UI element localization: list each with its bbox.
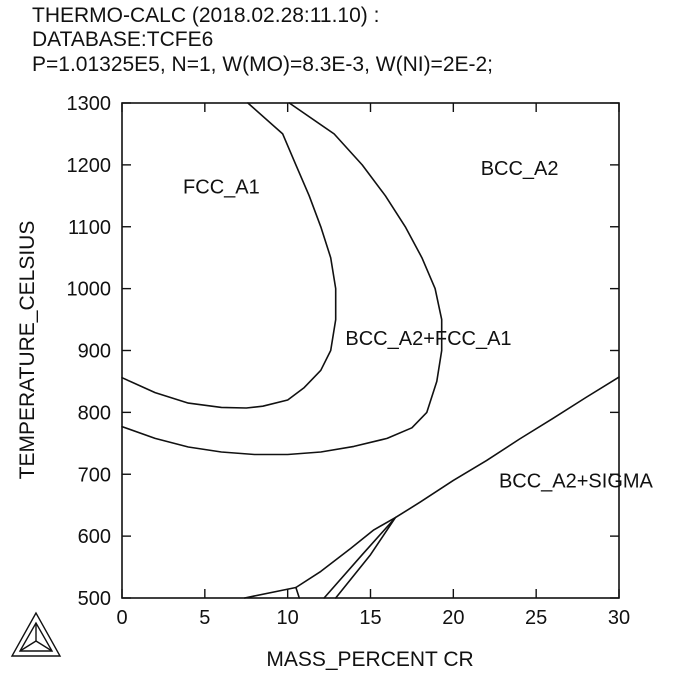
axis-ticks: 0 5 10 15 20 25 30 500 600 700 800 900 1000 1100 1200 1…: [67, 93, 631, 629]
phase-boundary-line-2: [121, 102, 443, 456]
phase-boundary-line-5: [323, 516, 397, 599]
x-tick-label: 15: [359, 607, 381, 629]
x-tick-label: 0: [116, 607, 127, 629]
y-tick-label: 1300: [67, 93, 112, 115]
phase-region-labels: FCC_A1 BCC_A2 BCC_A2+FCC_A1 BCC_A2+SIGMA: [183, 158, 654, 492]
header-line-2: DATABASE:TCFE6: [32, 28, 213, 51]
phase-boundary-line-4: [295, 586, 301, 599]
phase-region-label: BCC_A2+SIGMA: [499, 470, 654, 492]
phase-region-label: BCC_A2: [481, 158, 559, 180]
thermo-calc-logo: [10, 611, 62, 657]
phase-boundaries: [121, 102, 620, 599]
header-line-3: P=1.01325E5, N=1, W(MO)=8.3E-3, W(NI)=2E…: [32, 53, 493, 76]
y-tick-label: 1100: [68, 217, 111, 239]
plot-frame: [121, 102, 620, 599]
x-tick-label: 30: [608, 607, 630, 629]
y-tick-label: 500: [78, 588, 111, 610]
phase-boundary-line-3: [243, 376, 620, 599]
x-axis-label: MASS_PERCENT CR: [266, 648, 473, 671]
x-tick-label: 20: [442, 607, 464, 629]
y-tick-label: 900: [78, 341, 111, 363]
y-axis-label: TEMPERATURE_CELSIUS: [16, 221, 39, 480]
phase-boundary-line-1: [121, 102, 337, 409]
x-tick-label: 5: [199, 607, 210, 629]
x-tick-label: 10: [277, 607, 299, 629]
y-tick-label: 1000: [67, 279, 112, 301]
phase-region-label: BCC_A2+FCC_A1: [345, 328, 511, 350]
x-tick-label: 25: [525, 607, 547, 629]
y-tick-label: 800: [78, 402, 111, 424]
y-tick-label: 1200: [67, 155, 112, 177]
y-tick-label: 600: [78, 526, 111, 548]
header-line-1: THERMO-CALC (2018.02.28:11.10) :: [32, 4, 379, 27]
phase-boundary-line-6: [334, 516, 397, 599]
phase-region-label: FCC_A1: [183, 177, 260, 199]
y-tick-label: 700: [78, 464, 111, 486]
